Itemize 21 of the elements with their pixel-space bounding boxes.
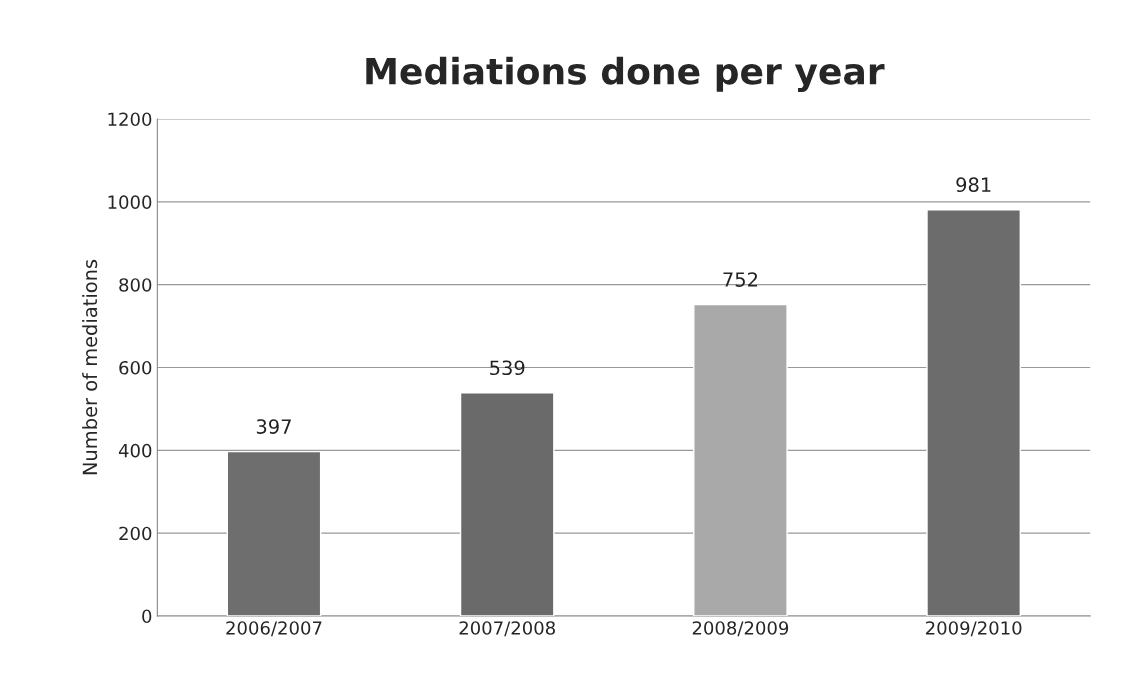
bar xyxy=(459,392,555,616)
data-label: 397 xyxy=(256,419,291,434)
y-tick-label: 0 xyxy=(142,609,152,624)
data-label: 539 xyxy=(490,360,525,376)
bar xyxy=(226,450,322,616)
data-label: 752 xyxy=(723,272,758,287)
y-axis-title: Number of mediations xyxy=(82,259,98,475)
x-tick-label: 2006/2007 xyxy=(226,621,322,637)
bar xyxy=(693,303,788,616)
y-tick-label: 800 xyxy=(119,278,152,292)
y-tick-label: 1200 xyxy=(108,112,152,127)
x-tick-label: 2007/2008 xyxy=(459,621,555,637)
y-tick-label: 1000 xyxy=(108,195,152,209)
y-tick-label: 200 xyxy=(119,526,152,541)
chart-title: Mediations done per year xyxy=(366,56,885,93)
x-tick-label: 2008/2009 xyxy=(692,621,789,637)
y-tick-label: 400 xyxy=(118,443,152,458)
bar xyxy=(926,209,1022,616)
data-label: 981 xyxy=(956,177,991,193)
y-tick-label: 600 xyxy=(119,360,152,375)
x-tick-label: 2009/2010 xyxy=(926,621,1022,637)
